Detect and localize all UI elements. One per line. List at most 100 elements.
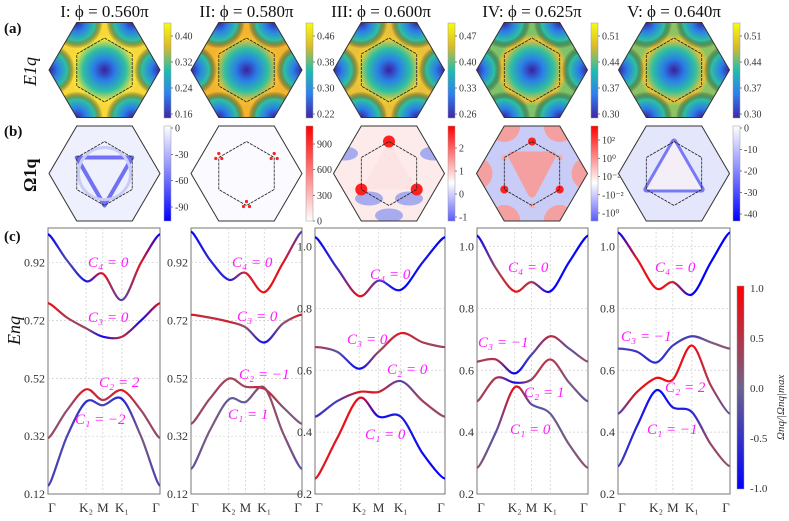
y-tick-label: 0.72 xyxy=(24,314,45,328)
column-title: III: ϕ = 0.600π xyxy=(331,2,431,21)
band-2 xyxy=(476,358,589,403)
y-tick-label: 1.0 xyxy=(600,240,615,254)
energy-minimum xyxy=(496,34,568,106)
energy-map xyxy=(48,22,161,118)
x-tick-label: M xyxy=(97,500,109,515)
band-4 xyxy=(190,230,303,294)
plot-frame xyxy=(617,227,731,495)
column-title: I: ϕ = 0.560π xyxy=(60,2,149,21)
x-tick-label: Γ xyxy=(191,500,199,515)
colorbar-tick: 0.51 xyxy=(744,32,762,43)
x-tick-label: K₂ xyxy=(508,500,522,515)
panel-label-a: (a) xyxy=(4,21,22,37)
y-tick-label: 0.2 xyxy=(459,487,474,501)
band-1 xyxy=(46,396,162,487)
colorbar-tick: 0.22 xyxy=(317,110,335,121)
colorbar-tick: 2 xyxy=(459,144,464,155)
column-title: II: ϕ = 0.580π xyxy=(199,2,294,21)
band-structure-plot: 0.12 0.32 0.52 0.72 0.92 Γ K₂ M K₁ Γ C₄ = 0 C₃ = 0 C… xyxy=(24,227,162,515)
colorbar-tick: 0 xyxy=(175,124,180,135)
energy-minimum xyxy=(210,34,283,106)
colorbar-tick: 0.30 xyxy=(602,110,620,121)
x-tick-label: K₂ xyxy=(222,500,236,515)
colorbar-tick: 0 xyxy=(459,190,464,201)
colorbar-tick: 0.30 xyxy=(744,110,762,121)
band-4 xyxy=(617,231,731,297)
x-tick-label: K₂ xyxy=(79,500,93,515)
colorbar-tick: -1 xyxy=(459,213,467,224)
x-tick-label: Γ xyxy=(315,500,323,515)
x-tick-label: Γ xyxy=(437,500,445,515)
brillouin-zone-outline xyxy=(190,125,303,222)
colorbar-tick: 0.33 xyxy=(459,84,477,95)
brillouin-zone-outline xyxy=(190,22,303,118)
colorbar-tick: 10⁰ xyxy=(602,154,616,165)
band-3 xyxy=(190,313,303,344)
colorbar-tick: 0 xyxy=(744,124,749,135)
y-tick-label: 0.52 xyxy=(167,371,188,385)
column-1: I: ϕ = 0.560π0.400.320.240.160-30-60-900… xyxy=(24,2,193,515)
x-tick-label: K₁ xyxy=(543,500,557,515)
curvature-colorbar: 2 1 0 -1 xyxy=(447,125,467,224)
chern-number-label: C₃ = −1 xyxy=(621,329,671,345)
band-2 xyxy=(314,379,446,418)
y-tick-label: 0.12 xyxy=(24,487,45,501)
band-2 xyxy=(47,388,161,440)
colorbar-tick: -20 xyxy=(744,167,757,178)
energy-map xyxy=(332,22,446,118)
y-tick-label: 0.8 xyxy=(459,301,474,315)
plot-frame xyxy=(314,227,446,495)
y-tick-label: 1.0 xyxy=(297,240,312,254)
energy-colorbar: 0.47 0.40 0.33 0.26 xyxy=(447,22,477,121)
row-label-enq: Enq xyxy=(4,316,24,346)
colorbar-tick: 300 xyxy=(317,191,332,202)
y-tick-label: 0.2 xyxy=(297,487,312,501)
chern-number-label: C₂ = 2 xyxy=(665,380,706,396)
column-title: IV: ϕ = 0.625π xyxy=(482,2,582,21)
colorbar-tick: -30 xyxy=(175,150,188,161)
chern-number-label: C₁ = 1 xyxy=(228,407,268,423)
chern-number-label: C₄ = 0 xyxy=(88,255,129,271)
chern-number-label: C₄ = 0 xyxy=(232,255,273,271)
colorbar-tick: 0.16 xyxy=(175,110,193,121)
column-3: III: ϕ = 0.600π0.470.400.330.26210-10.20… xyxy=(297,2,477,515)
colorbar-tick: 0.51 xyxy=(602,32,620,43)
column-4: IV: ϕ = 0.625π 0.51 0.44 0.37 0.30 10² 10⁰ 10⁻²… xyxy=(459,2,624,515)
y-tick-label: 0.6 xyxy=(600,363,615,377)
colorbar-tick: -90 xyxy=(175,203,188,214)
band-structure-plot: 0.2 0.4 0.6 0.8 1.0 Γ K₂ M K₁ Γ C₄ = 0 C₃ = −1 C₂ = … xyxy=(600,227,731,515)
chern-number-label: C₄ = 0 xyxy=(370,267,411,283)
x-tick-label: Γ xyxy=(580,500,588,515)
brillouin-zone-outline xyxy=(475,125,589,222)
colorbar-tick: 0 xyxy=(317,217,322,228)
energy-map xyxy=(475,22,589,118)
brillouin-zone-outline xyxy=(617,22,731,118)
energy-map xyxy=(617,22,731,118)
band-3 xyxy=(314,331,446,370)
colorbar-tick: 0.37 xyxy=(602,84,620,95)
x-tick-label: Γ xyxy=(48,500,56,515)
band-1 xyxy=(616,388,731,468)
y-tick-label: 0.8 xyxy=(297,301,312,315)
chern-number-label: C₃ = −1 xyxy=(478,335,528,351)
curvature-colorbar: 0 -30 -60 -90 xyxy=(163,124,188,222)
y-tick-label: 1.0 xyxy=(459,240,474,254)
band-3 xyxy=(476,335,589,375)
colorbar-tick: 0.46 xyxy=(317,32,335,43)
colorbar-tick: 600 xyxy=(317,165,332,176)
x-tick-label: K₁ xyxy=(115,500,129,515)
band-1 xyxy=(189,385,303,470)
energy-map xyxy=(190,22,303,118)
x-tick-label: Γ xyxy=(477,500,485,515)
y-tick-label: 0.12 xyxy=(167,487,188,501)
chern-number-label: C₂ = 0 xyxy=(387,362,428,378)
y-tick-label: 0.52 xyxy=(24,371,45,385)
y-tick-label: 0.32 xyxy=(24,429,45,443)
chern-number-label: C₁ = −1 xyxy=(647,422,697,438)
x-tick-label: K₂ xyxy=(649,500,663,515)
curvature-colorbar: 900 600 300 0 xyxy=(305,125,332,228)
colorbar-tick: -40 xyxy=(744,210,757,221)
x-tick-label: M xyxy=(667,500,679,515)
row-label-omega1q: Ω1q xyxy=(20,159,40,192)
colorbar-tick: 0.47 xyxy=(459,32,477,43)
